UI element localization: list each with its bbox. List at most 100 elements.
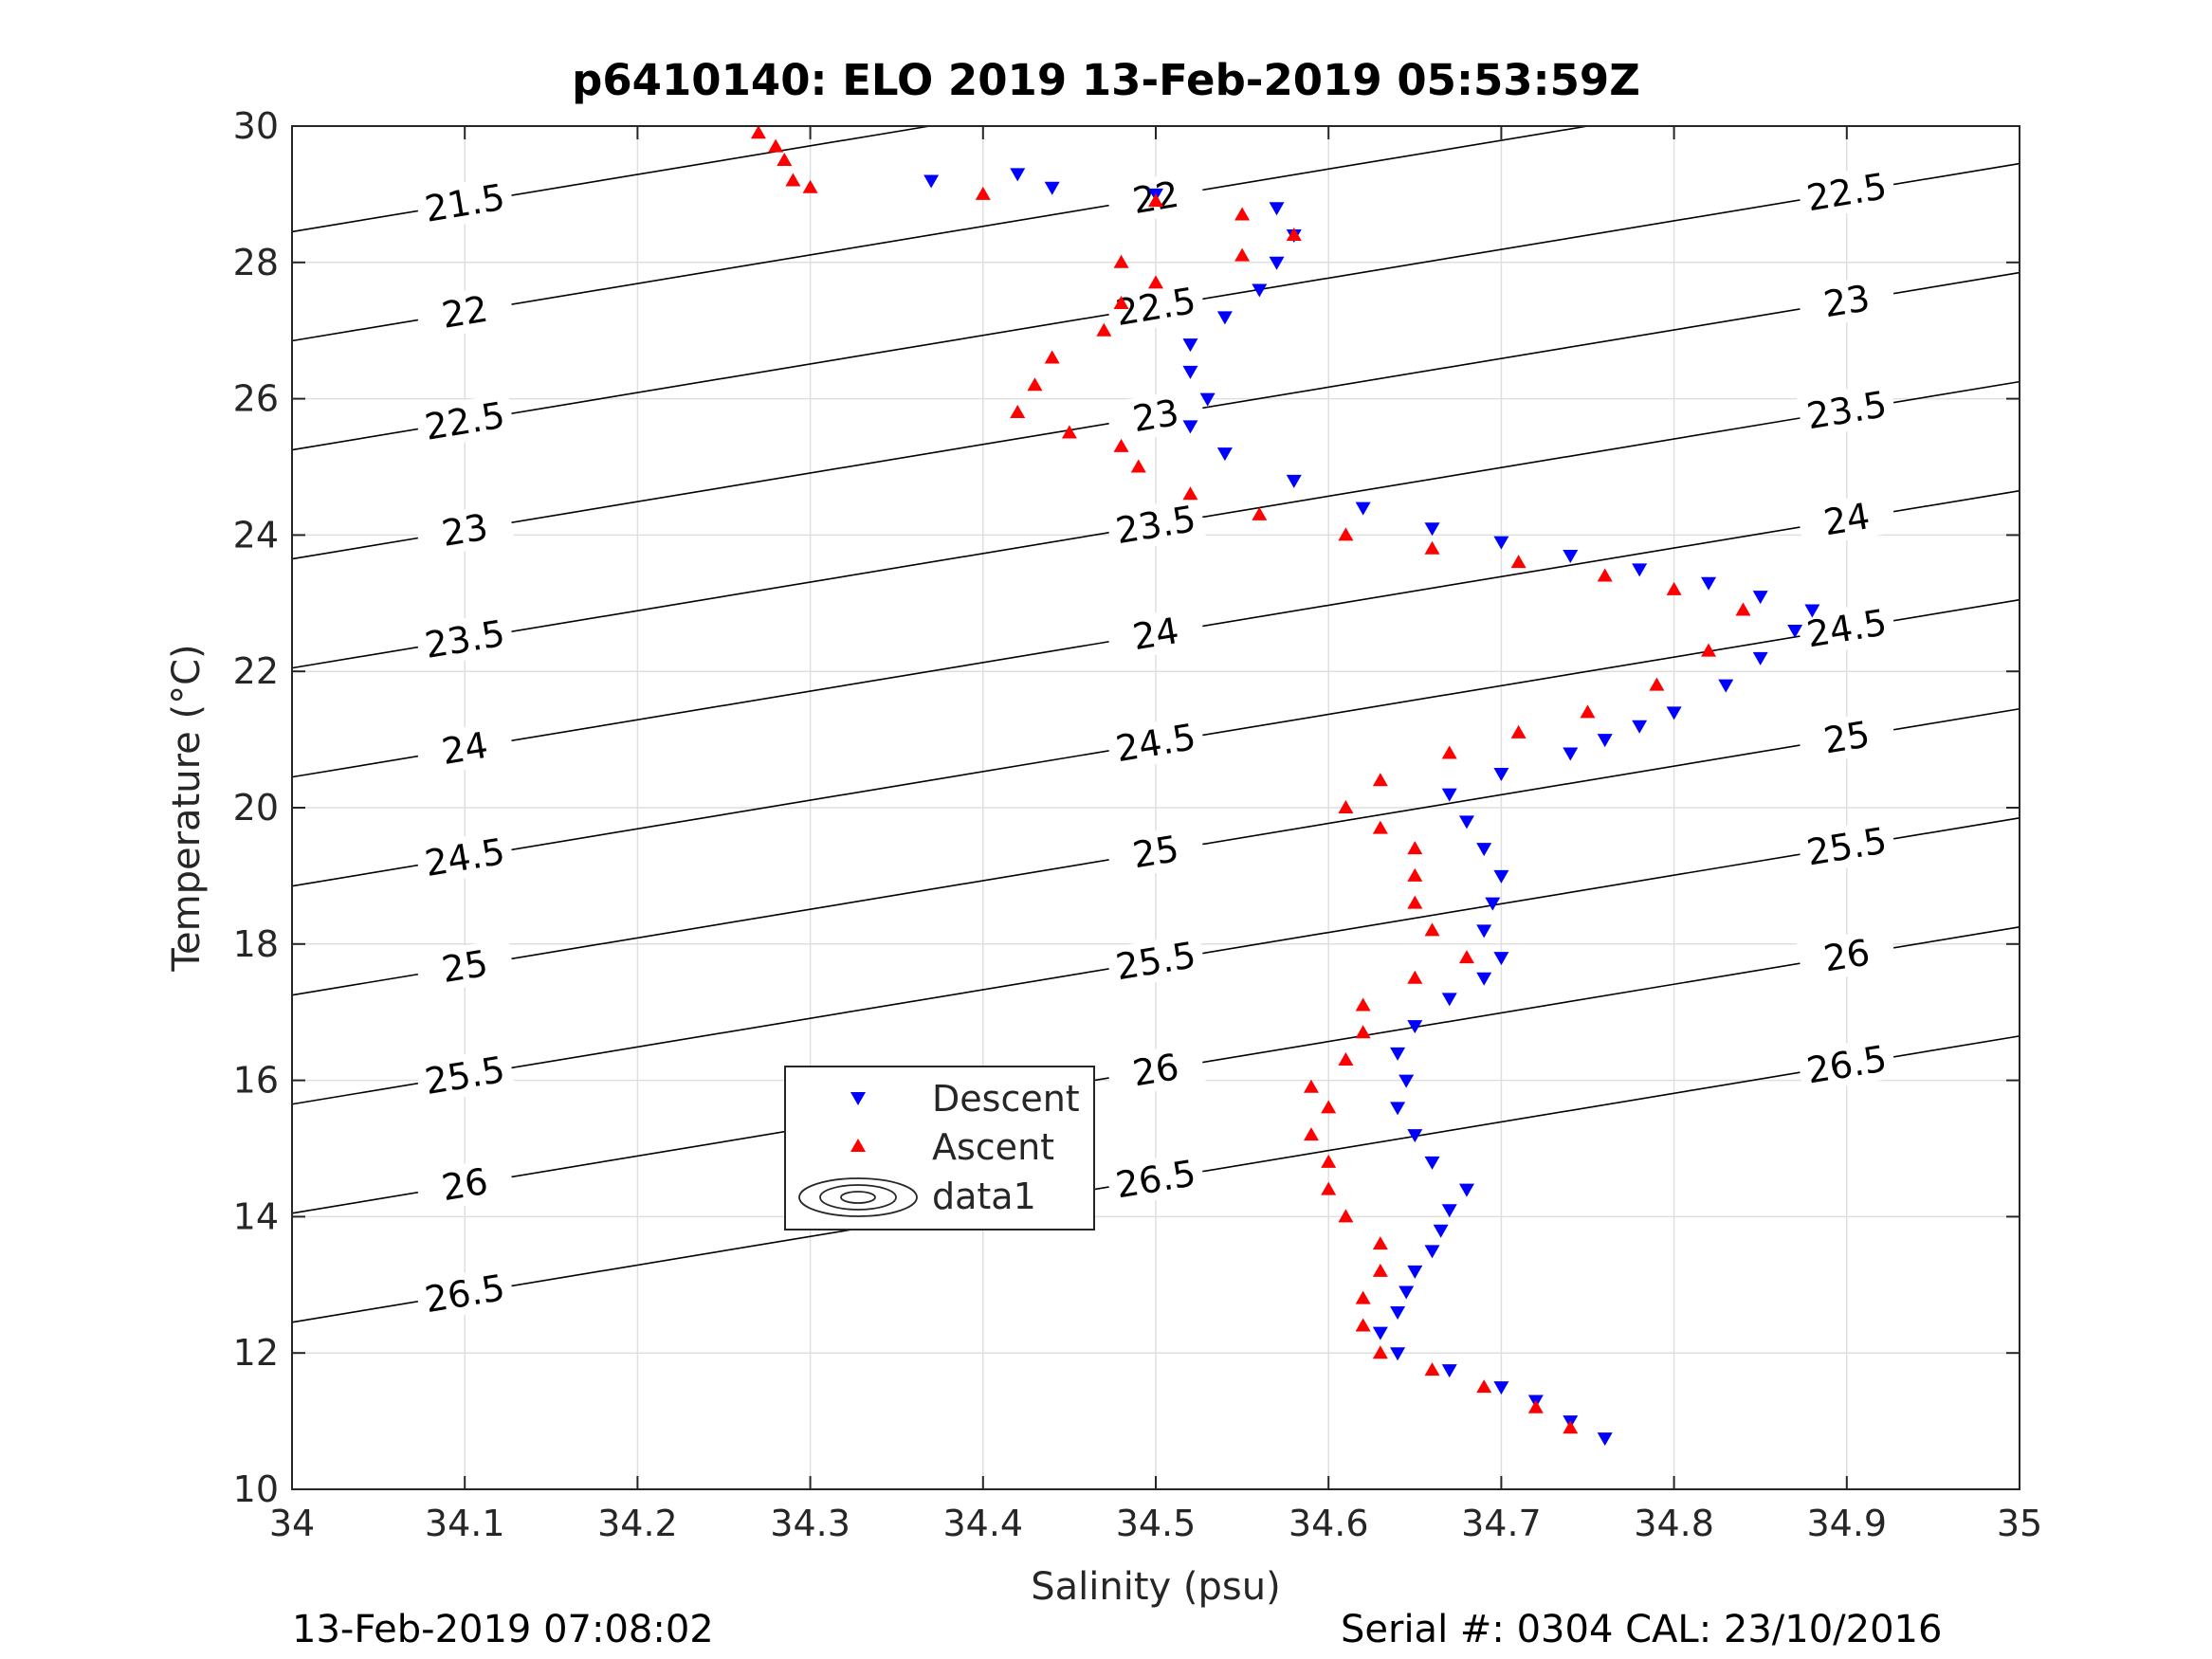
descent-point [1701, 576, 1717, 591]
descent-point [1390, 1102, 1406, 1116]
ascent-point [1027, 377, 1043, 392]
y-tick-label: 12 [233, 1332, 279, 1374]
y-tick-label: 26 [233, 378, 279, 420]
isopycnal-label: 21.5 [422, 176, 508, 230]
legend-descent-marker [850, 1092, 866, 1105]
ascent-point [1321, 1181, 1337, 1195]
isopycnal-label-bg [1106, 932, 1206, 990]
descent-point [1355, 501, 1371, 516]
x-tick-label: 34 [269, 1503, 315, 1544]
y-axis-label: Temperature (°C) [165, 644, 209, 972]
legend[interactable]: Descent Ascent data1 [784, 1066, 1095, 1231]
x-tick-label: 34.5 [1116, 1503, 1197, 1544]
ascent-point [1113, 438, 1129, 452]
legend-ascent-marker [850, 1139, 866, 1152]
isopycnal-label: 23.5 [1113, 498, 1199, 552]
isopycnal-label: 26.5 [1803, 1037, 1890, 1091]
x-tick-label: 34.8 [1634, 1503, 1714, 1544]
isopycnal-label-bg [1106, 1041, 1206, 1099]
ascent-point [975, 186, 991, 200]
ascent-point [1355, 1025, 1371, 1039]
isopycnal-label-bg [414, 283, 516, 341]
descent-point [1597, 734, 1613, 748]
ascent-point [1148, 275, 1163, 289]
ascent-point [802, 179, 818, 193]
ascent-point [1649, 677, 1665, 691]
descent-point [1269, 202, 1285, 216]
isopycnal-label-bg [1106, 823, 1206, 881]
descent-point [1441, 1364, 1457, 1378]
ascent-point [1303, 1079, 1319, 1093]
ascent-point [1303, 1127, 1319, 1141]
isopycnal-label-bg [1796, 600, 1897, 657]
ascent-point [1338, 527, 1354, 541]
descent-point [1441, 788, 1457, 802]
x-tick-label: 34.1 [425, 1503, 505, 1544]
isopycnal-label: 26 [1820, 931, 1873, 979]
y-tick-label: 10 [233, 1468, 279, 1510]
isopycnal-label-bg [414, 501, 516, 559]
descent-point [1390, 1347, 1406, 1361]
ascent-point [1424, 540, 1440, 555]
ascent-point [777, 152, 793, 166]
y-tick-label: 14 [233, 1195, 279, 1237]
isopycnal-label-bg [1796, 709, 1897, 766]
ascent-point [1321, 1100, 1337, 1114]
isopycnal-label: 25.5 [1113, 934, 1199, 988]
isopycnal-label-bg [1796, 490, 1897, 548]
isopycnal-label-bg [414, 1265, 516, 1322]
isopycnal-label: 22.5 [1803, 165, 1890, 219]
descent-point [1493, 536, 1509, 550]
ascent-point [1355, 1318, 1371, 1332]
ascent-point [1563, 1420, 1579, 1434]
descent-point [1563, 549, 1579, 563]
y-tick-label: 30 [233, 105, 279, 147]
isopycnal-label-bg [1106, 387, 1206, 445]
descent-point [1216, 447, 1233, 462]
isopycnal-label-bg [414, 611, 516, 668]
x-tick-label: 34.7 [1461, 1503, 1542, 1544]
descent-point [1476, 843, 1492, 857]
isopycnal-label: 23 [439, 506, 491, 555]
y-tick-label: 16 [233, 1060, 279, 1102]
isopycnal-label-bg [1106, 605, 1206, 663]
isopycnal-label-bg [414, 1047, 516, 1104]
isopycnal-label-bg [1796, 272, 1897, 330]
descent-point [1407, 1129, 1423, 1143]
ascent-point [1372, 1345, 1388, 1359]
ascent-point [1666, 581, 1682, 595]
isopycnal-label: 25 [1130, 828, 1182, 876]
ascent-point [1441, 745, 1457, 759]
isopycnal-label: 24 [439, 724, 491, 773]
ascent-point [1234, 207, 1251, 221]
descent-point [1752, 651, 1768, 665]
isopycnal-label: 24.5 [422, 830, 508, 884]
isopycnal-label: 25.5 [1803, 819, 1890, 873]
series-ascent [750, 125, 1751, 1434]
ascent-point [1148, 193, 1163, 208]
legend-box [784, 1066, 1095, 1231]
isopycnal-label-bg [1796, 163, 1897, 221]
ascent-point [1407, 895, 1423, 909]
ascent-point [1044, 350, 1060, 364]
descent-point [1718, 679, 1734, 693]
descent-point [1493, 952, 1509, 966]
ascent-point [1372, 1263, 1388, 1277]
isopycnal-label-bg [414, 720, 516, 777]
descent-point [1044, 181, 1060, 195]
descent-point [1632, 720, 1648, 734]
legend-contour-icon [798, 1177, 918, 1217]
ascent-point [1527, 1399, 1544, 1413]
ascent-point [1580, 704, 1596, 719]
ascent-point [1735, 602, 1751, 616]
descent-point [1216, 311, 1233, 325]
isopycnal-label: 22 [439, 288, 491, 337]
isopycnal-label-bg [414, 829, 516, 886]
ascent-point [1424, 922, 1440, 937]
ascent-point [1130, 459, 1146, 473]
isopycnal-label: 24 [1820, 495, 1873, 543]
ascent-point [1321, 1154, 1337, 1168]
isopycnal-label: 23 [1130, 392, 1182, 440]
descent-point [1458, 1183, 1474, 1197]
ascent-point [1010, 404, 1026, 418]
